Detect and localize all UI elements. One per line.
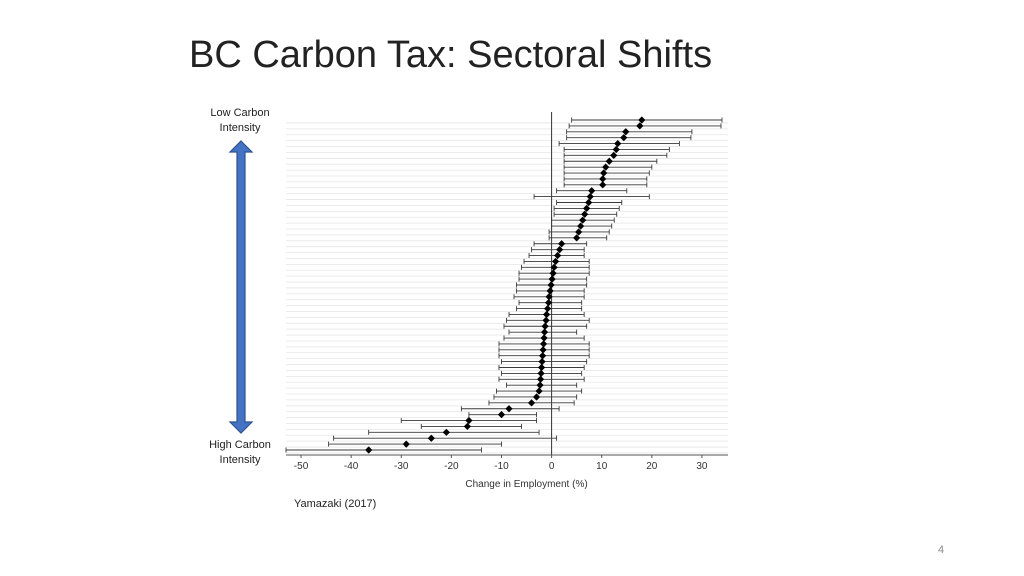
estimate-diamond	[542, 310, 551, 319]
x-tick-label: 20	[646, 461, 658, 472]
estimate-diamond	[612, 145, 620, 154]
estimate-diamond	[546, 287, 554, 295]
estimate-diamond	[527, 399, 536, 407]
estimate-diamond	[579, 216, 587, 224]
estimate-diamond	[365, 446, 373, 454]
x-tick-label: -50	[294, 461, 309, 472]
estimate-diamond	[614, 139, 622, 148]
estimate-diamond	[535, 387, 543, 395]
estimate-diamond	[539, 340, 548, 348]
low-carbon-label-line-1: Low Carbon	[210, 107, 270, 119]
estimate-diamond	[538, 352, 547, 360]
estimate-diamond	[442, 428, 450, 436]
estimate-diamond	[542, 316, 550, 324]
estimate-diamond	[636, 122, 644, 130]
x-tick-label: -30	[394, 461, 409, 472]
estimate-diamond	[544, 299, 553, 307]
x-tick-label: -40	[344, 461, 359, 472]
citation: Yamazaki (2017)	[294, 498, 377, 510]
x-tick-label: 30	[696, 461, 708, 472]
x-tick-label: -20	[444, 461, 459, 472]
x-tick-label: 0	[549, 461, 555, 472]
x-tick-label: 10	[596, 461, 608, 472]
estimate-diamond	[536, 381, 544, 389]
estimate-diamond	[402, 440, 410, 448]
estimate-diamond	[581, 210, 589, 218]
estimate-diamond	[554, 251, 562, 260]
estimate-diamond	[552, 257, 560, 266]
estimate-diamond	[577, 222, 585, 230]
estimate-diamond	[538, 358, 546, 366]
estimate-diamond	[586, 193, 594, 201]
estimate-diamond	[539, 346, 547, 354]
estimate-diamond	[602, 163, 610, 171]
x-tick-label: -10	[494, 461, 509, 472]
estimate-diamond	[543, 304, 552, 313]
estimate-diamond	[427, 434, 435, 442]
high-carbon-label-line-2: Intensity	[219, 454, 261, 466]
estimate-diamond	[600, 169, 608, 177]
estimate-diamond	[610, 151, 618, 159]
estimate-diamond	[537, 369, 545, 377]
low-carbon-label-line-2: Intensity	[219, 122, 261, 134]
estimate-diamond	[583, 204, 591, 212]
estimate-diamond	[465, 416, 473, 425]
estimate-diamond	[622, 128, 630, 136]
estimate-diamond	[573, 234, 581, 242]
estimate-diamond	[585, 198, 593, 207]
estimate-diamond	[540, 328, 549, 336]
estimate-diamond	[532, 393, 541, 401]
arrow-shape	[228, 140, 254, 434]
page-number: 4	[938, 544, 945, 556]
estimate-diamond	[620, 134, 628, 142]
slide-title: BC Carbon Tax: Sectoral Shifts	[189, 34, 713, 76]
forest-plot: -50 -40 -30 -20 -10 0 10 20 30 Change in Employme…	[285, 112, 728, 490]
estimate-diamond	[556, 246, 564, 254]
estimate-diamond	[537, 363, 546, 372]
estimate-diamond	[505, 405, 513, 413]
estimate-diamond	[549, 269, 557, 277]
estimate-diamond	[575, 228, 583, 236]
estimate-diamond	[638, 116, 646, 124]
estimate-diamond	[558, 240, 566, 248]
estimate-diamond	[548, 275, 556, 283]
x-axis-label: Change in Employment (%)	[465, 479, 587, 490]
estimate-diamond	[463, 422, 472, 431]
estimate-diamond	[541, 322, 549, 330]
estimate-diamond	[497, 411, 506, 419]
estimate-diamond	[605, 157, 613, 165]
high-carbon-label-line-1: High Carbon	[209, 439, 271, 451]
high-carbon-label: High Carbon Intensity	[195, 438, 285, 468]
estimate-diamond	[588, 187, 596, 195]
double-arrow-vertical-icon	[228, 140, 254, 434]
estimate-diamond	[545, 293, 553, 301]
estimate-diamond	[536, 375, 545, 383]
estimate-diamond	[547, 281, 555, 289]
estimate-diamond	[540, 334, 548, 342]
estimate-diamond	[599, 175, 607, 183]
low-carbon-label: Low Carbon Intensity	[195, 106, 285, 136]
estimate-diamond	[599, 181, 607, 189]
